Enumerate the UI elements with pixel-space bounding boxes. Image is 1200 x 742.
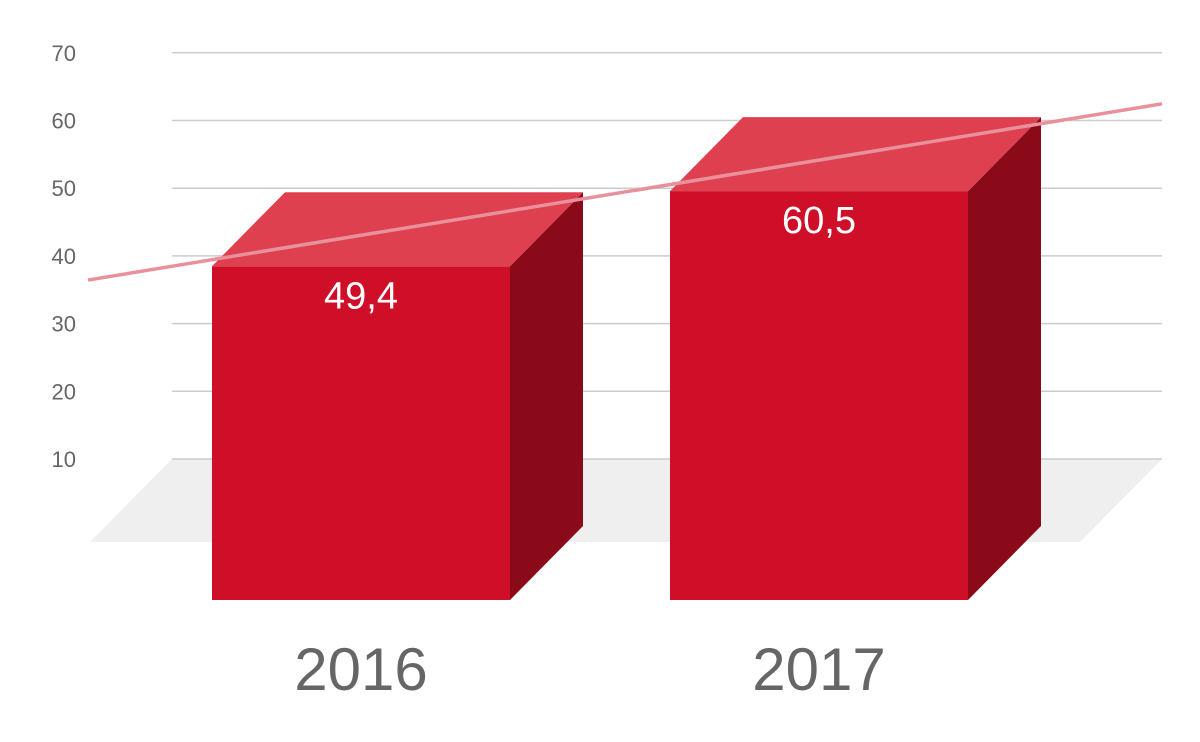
x-tick-label-2016: 2016 [294, 636, 427, 703]
y-tick-label-60: 60 [52, 109, 76, 134]
data-label-2016: 49,4 [324, 275, 398, 317]
x-tick-label-2017: 2017 [752, 636, 885, 703]
y-tick-label-20: 20 [52, 379, 76, 404]
y-axis-ticks: 10 20 30 40 50 60 70 [52, 41, 76, 472]
y-tick-label-50: 50 [52, 176, 76, 201]
bar-side [510, 192, 583, 600]
bar-side [968, 117, 1041, 601]
y-tick-label-40: 40 [52, 244, 76, 269]
data-labels: 49,4 60,5 [324, 200, 856, 317]
y-tick-label-10: 10 [52, 447, 76, 472]
trendline [87, 102, 1163, 282]
x-axis-labels: 2016 2017 [294, 636, 885, 703]
bar-front [212, 266, 510, 600]
y-tick-label-30: 30 [52, 312, 76, 337]
bar-2017 [670, 117, 1041, 601]
bar-2016 [212, 192, 583, 600]
y-tick-label-70: 70 [52, 41, 76, 66]
data-label-2017: 60,5 [782, 200, 856, 242]
bar-front [670, 191, 968, 601]
trendline-layer [87, 102, 1163, 282]
